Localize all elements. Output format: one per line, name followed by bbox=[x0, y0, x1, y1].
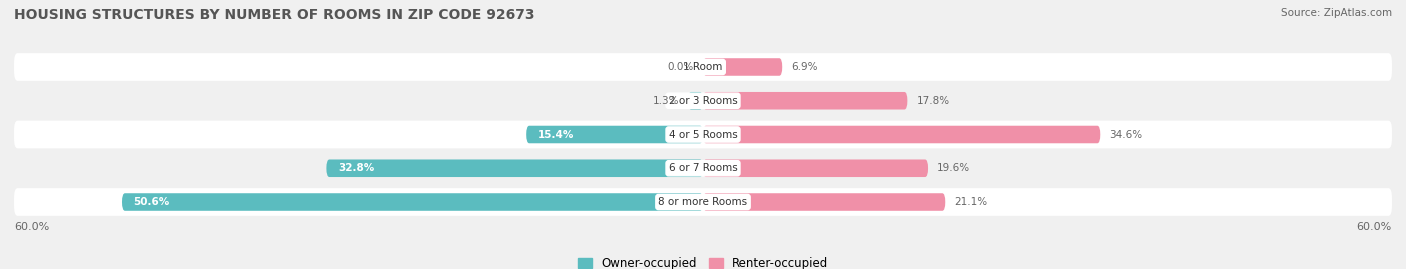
FancyBboxPatch shape bbox=[326, 160, 703, 177]
FancyBboxPatch shape bbox=[14, 53, 1392, 81]
Text: 6 or 7 Rooms: 6 or 7 Rooms bbox=[669, 163, 737, 173]
Text: 50.6%: 50.6% bbox=[134, 197, 170, 207]
FancyBboxPatch shape bbox=[14, 121, 1392, 148]
Text: 8 or more Rooms: 8 or more Rooms bbox=[658, 197, 748, 207]
Text: 60.0%: 60.0% bbox=[14, 222, 49, 232]
Text: 15.4%: 15.4% bbox=[537, 129, 574, 140]
FancyBboxPatch shape bbox=[688, 92, 703, 109]
FancyBboxPatch shape bbox=[703, 92, 907, 109]
Text: Source: ZipAtlas.com: Source: ZipAtlas.com bbox=[1281, 8, 1392, 18]
Text: 0.0%: 0.0% bbox=[668, 62, 693, 72]
Text: 19.6%: 19.6% bbox=[938, 163, 970, 173]
Text: 1 Room: 1 Room bbox=[683, 62, 723, 72]
FancyBboxPatch shape bbox=[14, 87, 1392, 115]
Text: 34.6%: 34.6% bbox=[1109, 129, 1143, 140]
FancyBboxPatch shape bbox=[14, 154, 1392, 182]
Text: 6.9%: 6.9% bbox=[792, 62, 818, 72]
Text: 1.3%: 1.3% bbox=[652, 96, 679, 106]
FancyBboxPatch shape bbox=[122, 193, 703, 211]
Text: HOUSING STRUCTURES BY NUMBER OF ROOMS IN ZIP CODE 92673: HOUSING STRUCTURES BY NUMBER OF ROOMS IN… bbox=[14, 8, 534, 22]
Text: 32.8%: 32.8% bbox=[337, 163, 374, 173]
Legend: Owner-occupied, Renter-occupied: Owner-occupied, Renter-occupied bbox=[572, 253, 834, 269]
Text: 21.1%: 21.1% bbox=[955, 197, 987, 207]
Text: 2 or 3 Rooms: 2 or 3 Rooms bbox=[669, 96, 737, 106]
FancyBboxPatch shape bbox=[703, 126, 1101, 143]
FancyBboxPatch shape bbox=[14, 188, 1392, 216]
FancyBboxPatch shape bbox=[526, 126, 703, 143]
FancyBboxPatch shape bbox=[703, 160, 928, 177]
Text: 60.0%: 60.0% bbox=[1357, 222, 1392, 232]
Text: 17.8%: 17.8% bbox=[917, 96, 949, 106]
FancyBboxPatch shape bbox=[703, 58, 782, 76]
Text: 4 or 5 Rooms: 4 or 5 Rooms bbox=[669, 129, 737, 140]
FancyBboxPatch shape bbox=[703, 193, 945, 211]
